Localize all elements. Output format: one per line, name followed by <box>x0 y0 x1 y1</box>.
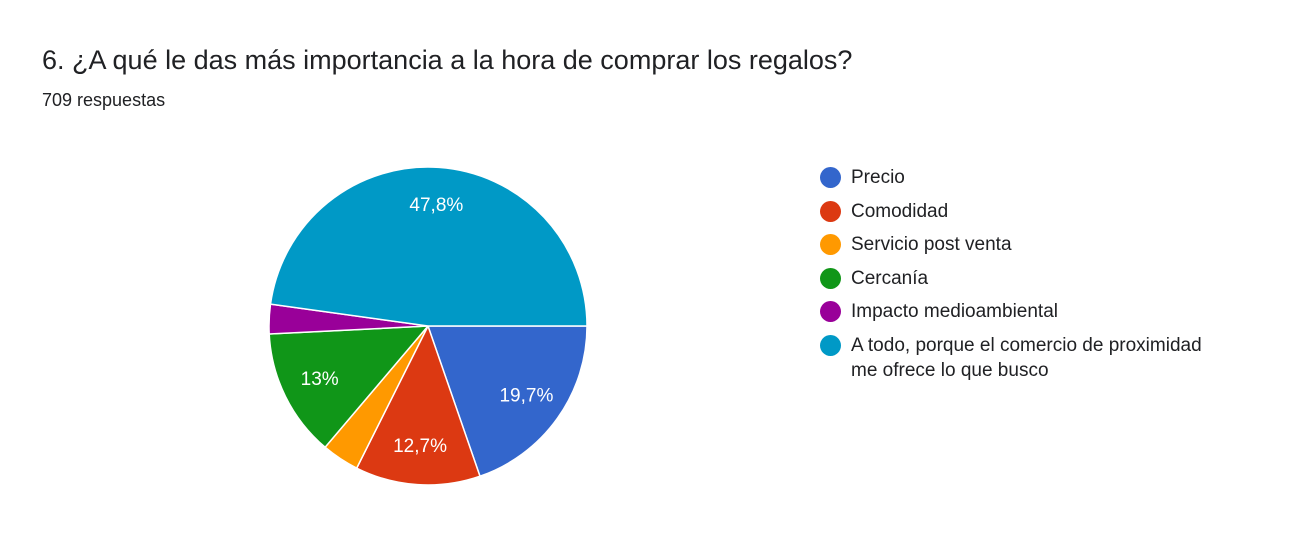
legend-item-comodidad[interactable]: Comodidad <box>820 199 1240 224</box>
legend-swatch <box>820 301 841 322</box>
pie-slice-label-6: 47,8% <box>409 195 463 216</box>
pie-slice-4[interactable] <box>268 325 430 449</box>
pie-slice-6[interactable] <box>269 166 588 327</box>
legend-item-servicio-post-venta[interactable]: Servicio post venta <box>820 232 1240 257</box>
legend-item-a-todo[interactable]: A todo, porque el comercio de proximidad… <box>820 333 1240 383</box>
pie-chart: 19,7% 12,7% 13% 47,8% <box>268 166 588 486</box>
response-count: 709 respuestas <box>42 90 166 110</box>
legend-item-cercania[interactable]: Cercanía <box>820 266 1240 291</box>
legend-label: A todo, porque el comercio de proximidad… <box>851 334 1202 381</box>
legend-swatch <box>820 267 841 289</box>
pie-labels: 19,7% 12,7% 13% 47,8% <box>301 195 554 457</box>
legend-swatch <box>820 200 841 222</box>
pie-slice-2[interactable] <box>355 324 481 486</box>
legend-label: Impacto medioambiental <box>851 301 1058 322</box>
legend-swatch <box>820 234 841 255</box>
pie-slices <box>268 166 588 486</box>
legend-label: Comodidad <box>851 200 949 222</box>
pie-slice-label-4: 13% <box>301 369 339 390</box>
legend-swatch <box>820 334 841 356</box>
pie-slice-label-1: 19,7% <box>499 386 553 407</box>
legend-item-precio[interactable]: Precio <box>820 165 1240 190</box>
legend-label: Precio <box>851 167 905 188</box>
legend-label: Servicio post venta <box>851 234 1012 255</box>
legend-swatch <box>820 167 841 188</box>
pie-slice-label-2: 12,7% <box>393 436 447 457</box>
legend-item-impacto-medioambiental[interactable]: Impacto medioambiental <box>820 299 1240 324</box>
legend-label: Cercanía <box>851 267 929 289</box>
question-title: 6. ¿A qué le das más importancia a la ho… <box>42 45 853 75</box>
chart-legend: Precio Comodidad Servicio post venta Cer… <box>820 165 1240 391</box>
